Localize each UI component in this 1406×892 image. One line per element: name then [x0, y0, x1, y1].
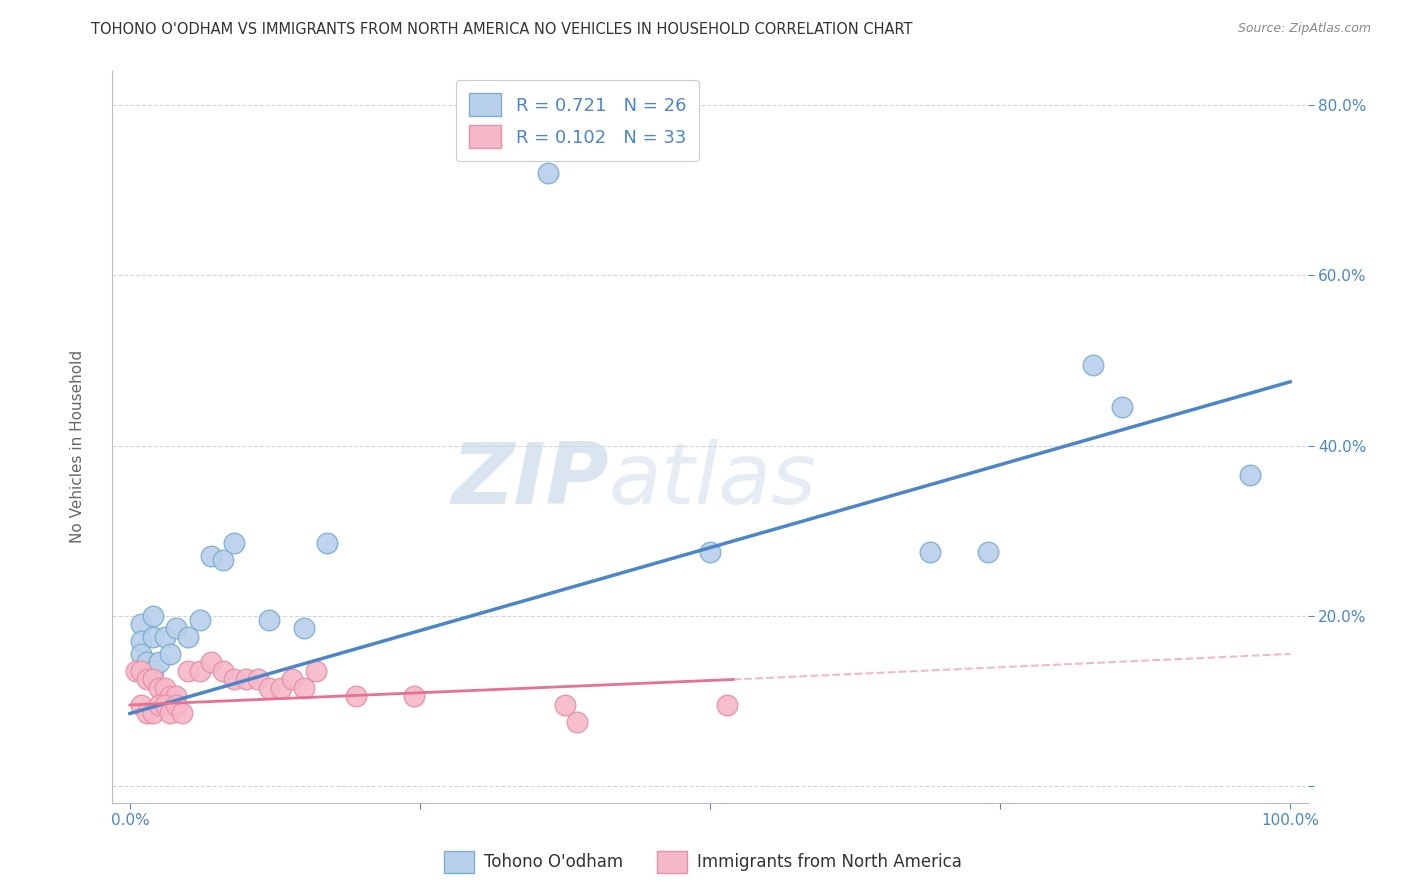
Point	[165, 690, 187, 704]
Point	[1111, 401, 1133, 415]
Point	[224, 673, 246, 687]
Point	[142, 630, 165, 644]
Point	[246, 673, 269, 687]
Point	[224, 536, 246, 550]
Point	[159, 706, 181, 721]
Point	[136, 656, 159, 670]
Legend: Tohono O'odham, Immigrants from North America: Tohono O'odham, Immigrants from North Am…	[437, 845, 969, 880]
Point	[565, 714, 588, 729]
Point	[257, 613, 280, 627]
Point	[257, 681, 280, 695]
Point	[977, 545, 1000, 559]
Point	[554, 698, 576, 712]
Point	[172, 706, 194, 721]
Point	[177, 630, 200, 644]
Point	[1239, 468, 1261, 483]
Point	[159, 647, 181, 661]
Point	[304, 664, 326, 678]
Point	[136, 706, 159, 721]
Point	[125, 664, 148, 678]
Point	[165, 622, 187, 636]
Point	[159, 690, 181, 704]
Text: No Vehicles in Household: No Vehicles in Household	[70, 350, 84, 542]
Point	[153, 681, 176, 695]
Point	[142, 664, 165, 678]
Text: TOHONO O'ODHAM VS IMMIGRANTS FROM NORTH AMERICA NO VEHICLES IN HOUSEHOLD CORRELA: TOHONO O'ODHAM VS IMMIGRANTS FROM NORTH …	[91, 22, 912, 37]
Point	[131, 664, 153, 678]
Point	[142, 608, 165, 623]
Point	[148, 656, 170, 670]
Point	[200, 656, 222, 670]
Point	[292, 622, 315, 636]
Point	[699, 545, 721, 559]
Point	[536, 166, 558, 180]
Point	[281, 673, 304, 687]
Point	[292, 681, 315, 695]
Point	[131, 617, 153, 632]
Point	[344, 690, 367, 704]
Text: atlas: atlas	[609, 440, 817, 523]
Point	[211, 553, 233, 567]
Legend: R = 0.721   N = 26, R = 0.102   N = 33: R = 0.721 N = 26, R = 0.102 N = 33	[456, 80, 699, 161]
Point	[716, 698, 738, 712]
Point	[188, 613, 211, 627]
Point	[153, 630, 176, 644]
Text: ZIP: ZIP	[451, 440, 609, 523]
Point	[316, 536, 339, 550]
Point	[920, 545, 942, 559]
Point	[188, 664, 211, 678]
Point	[136, 673, 159, 687]
Point	[142, 706, 165, 721]
Point	[177, 664, 200, 678]
Point	[404, 690, 426, 704]
Point	[211, 664, 233, 678]
Point	[1081, 358, 1104, 372]
Point	[142, 673, 165, 687]
Point	[131, 698, 153, 712]
Point	[235, 673, 257, 687]
Point	[153, 698, 176, 712]
Point	[200, 549, 222, 563]
Point	[165, 698, 187, 712]
Point	[148, 681, 170, 695]
Point	[148, 698, 170, 712]
Point	[131, 647, 153, 661]
Point	[270, 681, 292, 695]
Point	[131, 634, 153, 648]
Text: Source: ZipAtlas.com: Source: ZipAtlas.com	[1237, 22, 1371, 36]
